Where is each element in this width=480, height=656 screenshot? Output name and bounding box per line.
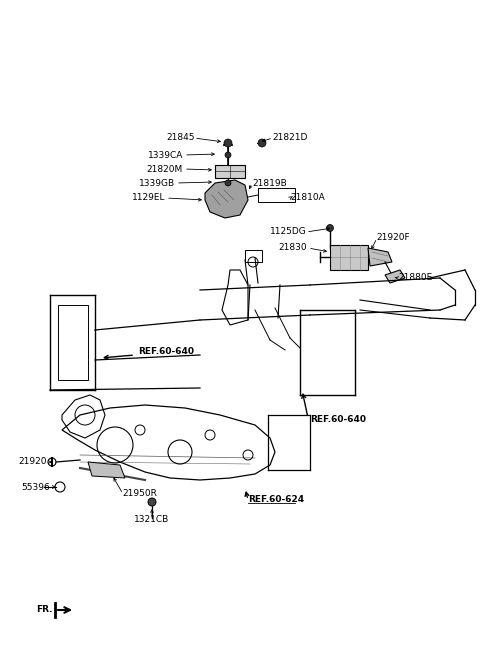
Polygon shape	[368, 248, 392, 266]
Text: 21880E: 21880E	[398, 274, 432, 283]
Text: FR.: FR.	[36, 605, 52, 615]
Circle shape	[224, 139, 232, 147]
Text: REF.60-624: REF.60-624	[248, 495, 304, 504]
Text: 21819B: 21819B	[252, 178, 287, 188]
Circle shape	[225, 152, 231, 158]
Polygon shape	[385, 270, 405, 283]
Text: 21810A: 21810A	[290, 194, 325, 203]
Text: 21950R: 21950R	[122, 489, 157, 499]
Text: REF.60-640: REF.60-640	[138, 348, 194, 356]
Text: REF.60-640: REF.60-640	[310, 415, 366, 424]
Text: 1321CB: 1321CB	[134, 516, 169, 525]
Text: 1129EL: 1129EL	[132, 194, 165, 203]
Text: 21820M: 21820M	[147, 165, 183, 173]
Text: 21830: 21830	[278, 243, 307, 253]
Text: 55396: 55396	[21, 483, 50, 491]
Circle shape	[225, 180, 231, 186]
Polygon shape	[88, 462, 125, 478]
Circle shape	[258, 139, 266, 147]
Text: 1125DG: 1125DG	[270, 228, 307, 237]
Polygon shape	[205, 180, 248, 218]
Text: 21920F: 21920F	[376, 234, 409, 243]
Text: 1339CA: 1339CA	[148, 150, 183, 159]
Polygon shape	[215, 165, 245, 178]
Text: 21845: 21845	[167, 134, 195, 142]
Text: 21920: 21920	[19, 457, 47, 466]
Circle shape	[326, 224, 334, 232]
Text: 1339GB: 1339GB	[139, 178, 175, 188]
Circle shape	[148, 498, 156, 506]
Text: 21821D: 21821D	[272, 134, 307, 142]
Polygon shape	[330, 245, 368, 270]
